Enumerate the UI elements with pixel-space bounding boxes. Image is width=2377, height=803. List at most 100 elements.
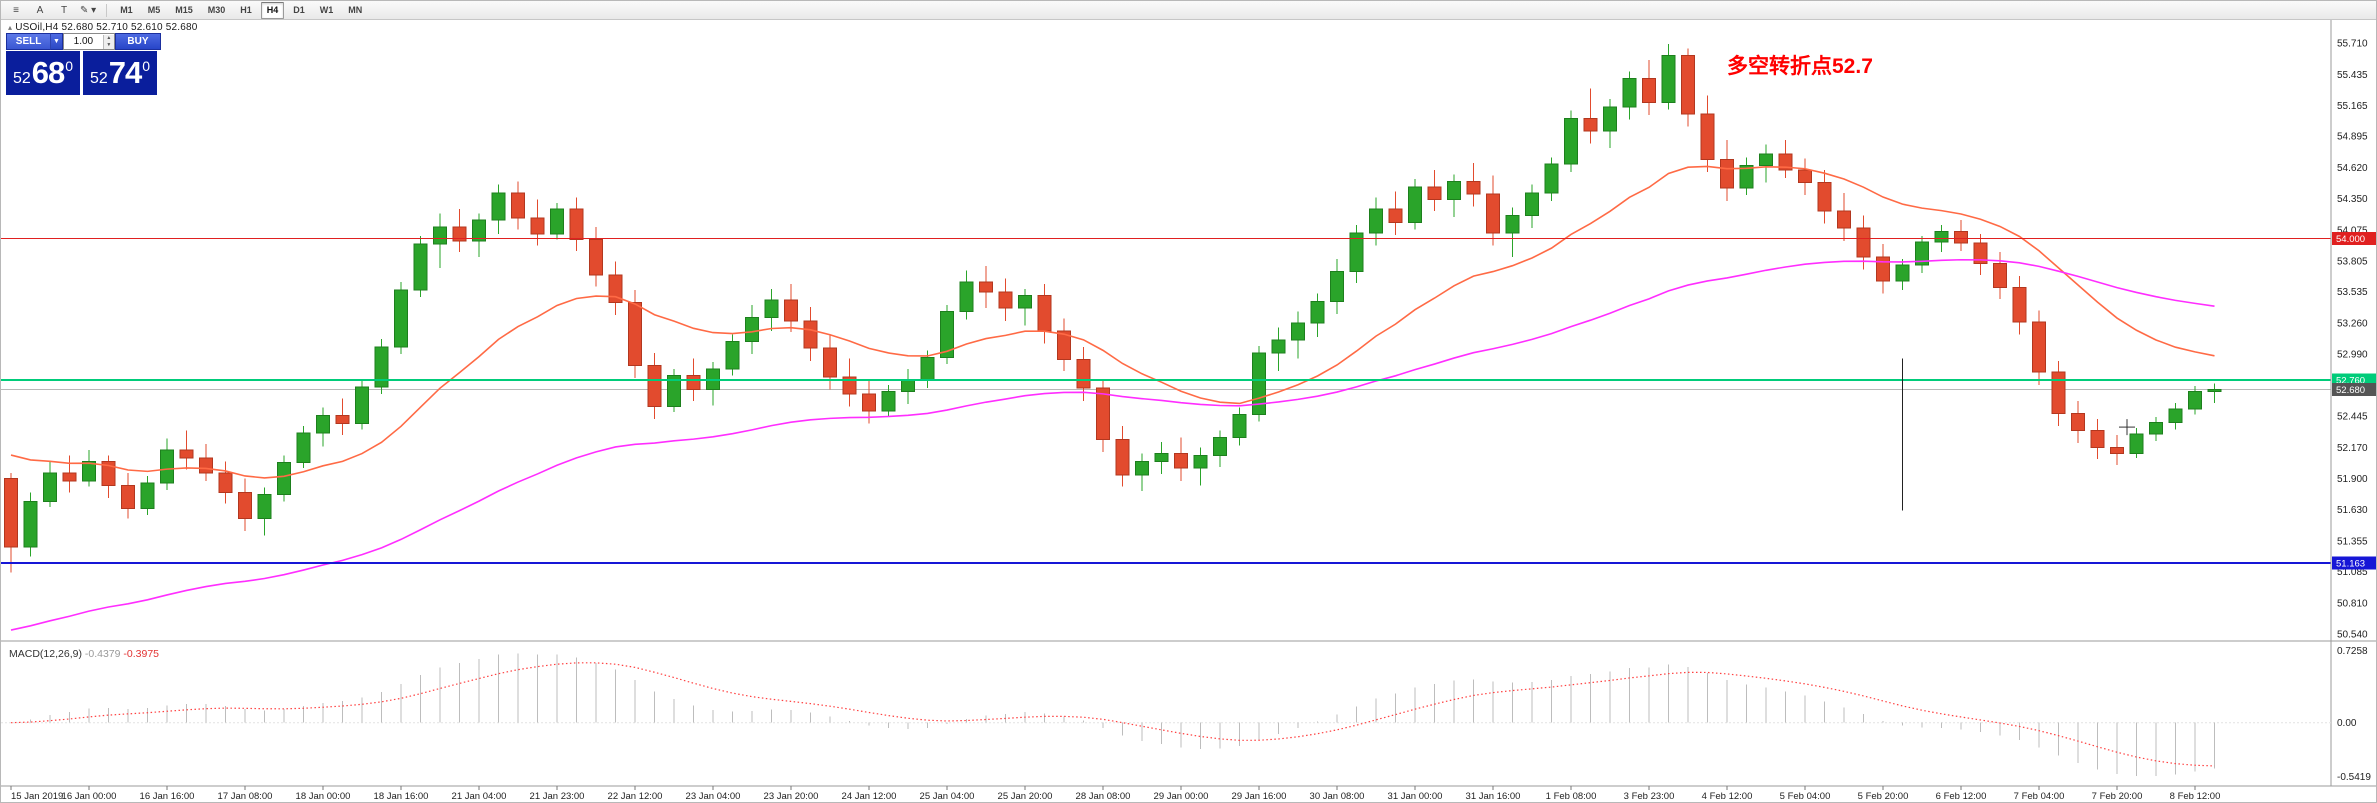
candle-up	[2129, 433, 2144, 454]
candle-down	[1076, 359, 1091, 389]
tf-button-m15[interactable]: M15	[175, 5, 193, 15]
draw-tool-icon[interactable]: ✎ ▾	[80, 4, 97, 16]
sell-price-display[interactable]: 52 68 0	[6, 51, 80, 95]
volume-stepper: ▲ ▼	[102, 34, 114, 49]
candle-down	[1720, 159, 1734, 189]
time-axis-label: 6 Feb 12:00	[1936, 791, 1987, 802]
price-axis-label: 51.900	[2337, 474, 2368, 485]
candle-down	[1037, 295, 1052, 332]
candle-up	[920, 356, 935, 381]
candle-up	[1271, 339, 1286, 354]
tf-button-h1[interactable]: H1	[240, 5, 252, 15]
cursor-icon[interactable]: A	[36, 4, 44, 16]
candle-down	[179, 449, 194, 459]
candle-down	[218, 472, 233, 493]
candle-up	[745, 316, 759, 342]
candle-down	[1778, 153, 1793, 171]
candles-layer	[4, 44, 2222, 573]
price-tag-text: 54.000	[2336, 234, 2365, 245]
one-click-prices: 52 68 0 52 74 0	[6, 51, 161, 95]
time-axis-label: 28 Jan 08:00	[1076, 791, 1131, 802]
price-axis-label: 54.895	[2337, 132, 2368, 143]
candle-up	[959, 281, 974, 313]
buy-price-display[interactable]: 52 74 0	[83, 51, 157, 95]
candle-down	[823, 347, 837, 378]
chart-surface[interactable]: 55.710 55.435 55.165 54.895 54.620 54.350 54.0…	[1, 20, 2377, 803]
tf-button-d1[interactable]: D1	[293, 5, 305, 15]
candle-down	[452, 226, 467, 242]
price-tag-text: 52.680	[2336, 385, 2365, 396]
tf-button-m1[interactable]: M1	[120, 5, 133, 15]
collapse-triangle-icon[interactable]: ▴	[8, 23, 13, 32]
tf-button-m5[interactable]: M5	[147, 5, 161, 15]
time-axis-label: 16 Jan 00:00	[62, 791, 117, 802]
price-axis-label: 54.350	[2337, 194, 2368, 205]
symbol-ohlc-text: USOil,H4 52.680 52.710 52.610 52.680	[15, 22, 198, 33]
time-axis-label: 21 Jan 23:00	[530, 791, 585, 802]
candle-down	[569, 208, 584, 241]
candle-up	[23, 500, 38, 548]
sell-dropdown-icon[interactable]: ▼	[50, 33, 63, 50]
macd-scale-label: 0.00	[2337, 718, 2357, 729]
volume-down-icon[interactable]: ▼	[103, 41, 114, 49]
candle-up	[160, 449, 174, 484]
timeframe-group: M1 M5 M15 M30 H1 H4 D1 W1 MN	[114, 1, 368, 19]
candle-up	[1408, 186, 1422, 223]
price-tag	[2332, 382, 2376, 396]
candle-up	[1252, 352, 1266, 416]
time-axis-label: 5 Feb 04:00	[1780, 791, 1831, 802]
candle-down	[62, 472, 77, 482]
candle-up	[1525, 192, 1539, 217]
candle-up	[374, 346, 389, 388]
price-axis-label: 55.165	[2337, 101, 2368, 112]
candle-up	[316, 415, 330, 434]
sell-button[interactable]: SELL	[6, 33, 51, 50]
candle-up	[1544, 163, 1559, 194]
candle-up	[881, 391, 896, 412]
price-axis-label: 52.170	[2337, 443, 2368, 454]
buy-price-prefix: 52	[89, 70, 108, 87]
buy-button[interactable]: BUY	[114, 33, 161, 50]
time-axis-label: 18 Jan 00:00	[296, 791, 351, 802]
time-axis-label: 5 Feb 20:00	[1858, 791, 1909, 802]
text-icon[interactable]: T	[60, 4, 68, 16]
candle-up	[1661, 55, 1676, 103]
time-axis-label: 31 Jan 00:00	[1388, 791, 1443, 802]
candle-up	[1330, 271, 1344, 302]
volume-up-icon[interactable]: ▲	[103, 34, 114, 42]
price-tag-text: 52.760	[2336, 376, 2365, 387]
candle-up	[1934, 231, 1949, 243]
macd-scale-label: 0.7258	[2337, 646, 2368, 657]
chart-text-annotation[interactable]: 多空转折点52.7	[1727, 55, 1873, 78]
tf-button-w1[interactable]: W1	[319, 5, 334, 15]
candle-up	[1135, 460, 1149, 476]
tf-button-m30[interactable]: M30	[207, 5, 226, 15]
candle-up	[2168, 408, 2183, 424]
candle-down	[530, 217, 545, 235]
volume-field[interactable]: 1.00 ▲ ▼	[62, 33, 115, 50]
candle-up	[1603, 106, 1617, 132]
tf-button-mn[interactable]: MN	[348, 5, 363, 15]
time-axis-label: 17 Jan 08:00	[218, 791, 273, 802]
price-tag-text: 51.163	[2336, 558, 2365, 569]
time-axis-label: 25 Jan 04:00	[920, 791, 975, 802]
time-axis-label: 7 Feb 04:00	[2014, 791, 2065, 802]
candle-down	[101, 460, 116, 486]
candle-down	[1466, 180, 1481, 195]
candle-down	[1837, 210, 1851, 229]
candle-down	[238, 491, 252, 520]
menu-icon[interactable]: ≡	[13, 4, 19, 16]
toolbar-icon-group: ≡ A T ✎ ▾	[5, 2, 99, 19]
candle-down	[1486, 193, 1500, 234]
price-axis-label: 51.630	[2337, 505, 2368, 516]
tf-button-h4[interactable]: H4	[260, 1, 285, 19]
candle-up	[1018, 295, 1032, 309]
candle-down	[2071, 412, 2085, 432]
candle-down	[1817, 181, 1832, 212]
volume-value[interactable]: 1.00	[73, 36, 94, 47]
time-axis-label: 31 Jan 16:00	[1466, 791, 1521, 802]
candle-up	[764, 299, 779, 318]
time-axis-label: 1 Feb 08:00	[1546, 791, 1597, 802]
price-axis-label: 50.810	[2337, 599, 2368, 610]
